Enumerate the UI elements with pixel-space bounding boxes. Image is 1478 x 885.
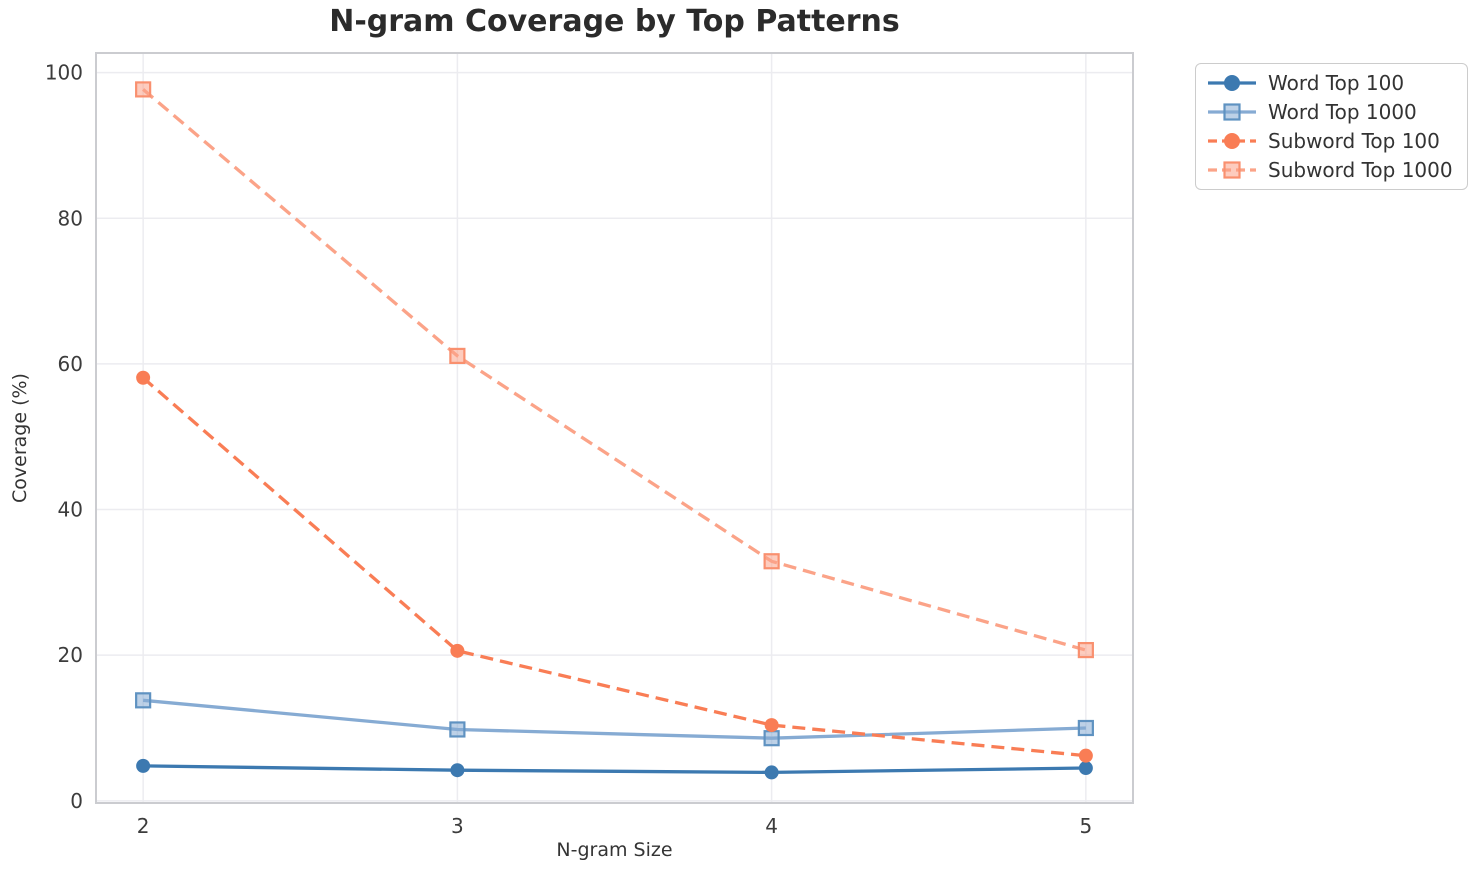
series-1-marker-square	[135, 692, 152, 709]
legend-sample-marker-square	[1223, 161, 1241, 179]
legend-sample-word-top-1000	[1208, 103, 1256, 121]
legend-item-word-top-100: Word Top 100	[1206, 69, 1457, 97]
legend-label: Subword Top 100	[1268, 128, 1440, 153]
series-line-0	[143, 764, 1086, 775]
series-1-marker-square	[449, 721, 466, 738]
series-0-marker-circle	[136, 758, 151, 773]
y-tick-label: 60	[58, 352, 83, 376]
plot-border	[95, 52, 1134, 804]
legend: Word Top 100 Word Top 1000 Subword Top 1…	[1195, 63, 1468, 190]
chart-title: N-gram Coverage by Top Patterns	[329, 4, 900, 39]
series-2-marker-circle	[136, 370, 151, 385]
series-2-marker-circle	[450, 643, 465, 658]
x-tick-label: 3	[451, 814, 464, 838]
series-1-marker-square	[1077, 719, 1094, 737]
x-tick-label: 5	[1079, 814, 1092, 838]
legend-label: Word Top 1000	[1268, 100, 1417, 125]
y-tick-label: 100	[45, 61, 83, 85]
x-axis-label: N-gram Size	[556, 839, 673, 861]
y-tick-label: 0	[70, 789, 83, 813]
y-tick-label: 40	[58, 498, 83, 522]
series-2-marker-circle	[1078, 748, 1093, 763]
series-0-marker-circle	[1078, 761, 1093, 776]
series-3-marker-square	[763, 553, 780, 570]
legend-sample-marker-square	[1223, 103, 1241, 121]
series-3-marker-square	[1077, 641, 1094, 659]
y-tick-label: 80	[58, 206, 83, 230]
series-3-marker-square	[449, 347, 466, 365]
legend-label: Subword Top 1000	[1268, 157, 1453, 182]
x-tick-label: 2	[137, 814, 150, 838]
legend-sample-marker-circle	[1224, 132, 1240, 149]
legend-item-word-top-1000: Word Top 1000	[1206, 98, 1457, 126]
series-line-1	[142, 698, 1086, 740]
legend-item-subword-top-1000: Subword Top 1000	[1206, 156, 1457, 184]
y-axis-label: Coverage (%)	[9, 373, 31, 503]
series-1-marker-square	[763, 730, 780, 747]
series-3-marker-square	[135, 81, 152, 98]
legend-sample-subword-top-100	[1208, 132, 1256, 149]
series-line-3	[142, 88, 1087, 652]
legend-sample-word-top-100	[1208, 75, 1256, 92]
series-line-2	[142, 376, 1087, 758]
legend-sample-marker-circle	[1224, 75, 1240, 92]
series-2-marker-circle	[764, 718, 779, 733]
x-tick-label: 4	[765, 814, 778, 838]
legend-sample-subword-top-1000	[1208, 161, 1256, 179]
legend-label: Word Top 100	[1268, 71, 1405, 96]
series-0-marker-circle	[450, 763, 465, 778]
y-tick-label: 20	[58, 643, 83, 667]
legend-item-subword-top-100: Subword Top 100	[1206, 127, 1457, 155]
series-0-marker-circle	[764, 765, 779, 780]
